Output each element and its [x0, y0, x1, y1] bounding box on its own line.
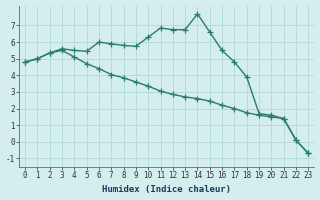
- X-axis label: Humidex (Indice chaleur): Humidex (Indice chaleur): [102, 185, 231, 194]
